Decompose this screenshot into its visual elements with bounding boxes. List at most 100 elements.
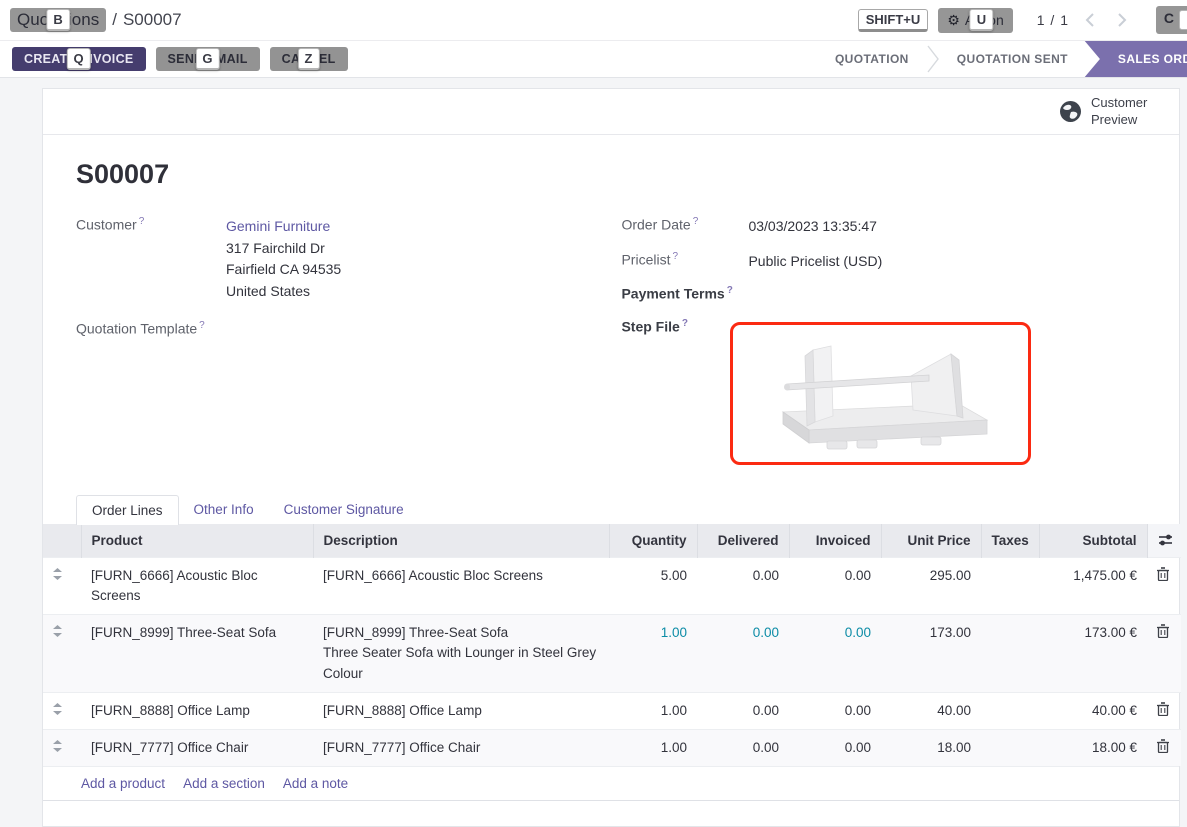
customer-preview-button[interactable]: Customer Preview [1059,95,1157,129]
drag-handle-icon [53,740,62,753]
quantity-cell[interactable]: 5.00 [660,567,687,583]
order-line-row[interactable]: [FURN_7777] Office Chair [FURN_7777] Off… [43,729,1181,767]
taxes-cell[interactable] [981,615,1039,693]
quantity-cell[interactable]: 1.00 [660,625,687,641]
invoiced-cell[interactable]: 0.00 [844,740,871,756]
invoiced-column-header[interactable]: Invoiced [788,523,881,558]
invoiced-cell[interactable]: 0.00 [844,702,871,718]
taxes-cell[interactable] [981,557,1039,615]
order-date-field-label: Order Date? [621,216,699,233]
status-step-quotation[interactable]: QUOTATION [818,41,925,77]
description-cell[interactable]: [FURN_7777] Office Chair [323,740,481,756]
help-icon[interactable]: ? [138,216,145,227]
breadcrumb-separator: / [112,10,117,29]
status-step-sales-order[interactable]: SALES ORDER [1083,41,1187,77]
clipped-hint-element[interactable]: C [1155,6,1187,34]
pager-next-button[interactable] [1111,9,1133,31]
payment-terms-field-label: Payment Terms? [621,285,733,303]
delete-line-button[interactable] [1147,692,1181,729]
sale-order-form-card: Customer Preview S00007 Customer? Gemini… [42,88,1181,827]
delete-line-button[interactable] [1147,615,1181,693]
invoiced-cell[interactable]: 0.00 [844,567,871,583]
drag-handle[interactable] [43,615,81,693]
tab-order-lines[interactable]: Order Lines [76,494,179,525]
drag-handle[interactable] [43,692,81,729]
product-cell[interactable]: [FURN_6666] Acoustic Bloc Screens [91,567,258,603]
product-cell[interactable]: [FURN_8999] Three-Seat Sofa [91,625,277,641]
delivered-cell[interactable]: 0.00 [752,625,779,641]
description-cell[interactable]: [FURN_6666] Acoustic Bloc Screens [323,567,543,583]
customer-address-line1: 317 Fairchild Dr [226,239,325,256]
help-icon[interactable]: ? [692,216,699,227]
add-a-section-link[interactable]: Add a section [183,776,265,792]
help-icon[interactable]: ? [726,285,733,297]
product-column-header[interactable]: Product [80,523,313,558]
pricelist-field-label: Pricelist? [621,250,679,268]
statusbar: QUOTATION QUOTATION SENT SALES ORDER [818,41,1187,77]
help-icon[interactable]: ? [199,319,205,331]
subtotal-cell: 1,475.00 € [1073,567,1137,583]
add-a-product-link[interactable]: Add a product [81,776,166,792]
order-lines-table: Product Description Quantity Delivered I… [43,523,1181,767]
subtotal-column-header[interactable]: Subtotal [1038,523,1147,558]
unit-price-cell[interactable]: 295.00 [929,567,971,583]
order-line-row[interactable]: [FURN_8999] Three-Seat Sofa [FURN_8999] … [43,614,1181,693]
action-menu-button[interactable]: ⚙ Action U [938,7,1013,33]
keyboard-hint-badge: Z [297,48,320,70]
unit-price-cell[interactable]: 40.00 [937,702,971,718]
unit-price-cell[interactable]: 173.00 [929,625,971,641]
unit-price-column-header[interactable]: Unit Price [880,523,981,558]
taxes-column-header[interactable]: Taxes [980,523,1039,558]
product-cell[interactable]: [FURN_8888] Office Lamp [91,702,250,718]
cancel-button[interactable]: CANCEL Z [269,47,348,71]
add-a-note-link[interactable]: Add a note [282,776,349,792]
taxes-cell[interactable] [981,730,1039,767]
customer-address-line2: Fairfield CA 94535 [226,261,342,278]
delete-line-button[interactable] [1147,730,1181,767]
delivered-cell[interactable]: 0.00 [752,567,779,583]
optional-columns-header[interactable] [1146,523,1181,558]
delivered-cell[interactable]: 0.00 [752,740,779,756]
description-cell[interactable]: [FURN_8888] Office Lamp [323,702,482,718]
send-email-button[interactable]: SEND EMAIL G [155,47,260,71]
keyboard-hint-badge: G [195,48,220,70]
keyboard-hint-badge [1179,10,1187,30]
step-file-preview-box[interactable] [730,321,1032,465]
delivered-cell[interactable]: 0.00 [752,702,779,718]
record-action-buttons: CREATE INVOICE Q SEND EMAIL G CANCEL Z [12,47,348,71]
order-line-row[interactable]: [FURN_6666] Acoustic Bloc Screens [FURN_… [43,557,1181,615]
topbar-right-cluster: SHIFT+U ⚙ Action U 1 / 1 [857,7,1133,33]
taxes-cell[interactable] [981,692,1039,729]
unit-price-cell[interactable]: 18.00 [937,740,971,756]
description-column-header[interactable]: Description [312,523,609,558]
product-cell[interactable]: [FURN_7777] Office Chair [91,740,249,756]
create-invoice-button[interactable]: CREATE INVOICE Q [12,47,146,71]
step-file-field-label: Step File? [621,318,688,335]
tab-customer-signature[interactable]: Customer Signature [283,501,404,517]
customer-preview-label: Customer Preview [1091,94,1148,127]
quantity-cell[interactable]: 1.00 [660,702,687,718]
help-icon[interactable]: ? [681,318,688,330]
tab-other-info[interactable]: Other Info [193,501,254,517]
help-icon[interactable]: ? [672,250,679,262]
adjust-columns-icon [1158,534,1172,546]
customer-link[interactable]: Gemini Furniture [226,218,331,234]
pricelist-field-value[interactable]: Public Pricelist (USD) [748,252,883,269]
delivered-column-header[interactable]: Delivered [696,523,789,558]
delete-line-button[interactable] [1147,557,1181,615]
quantity-column-header[interactable]: Quantity [608,523,697,558]
status-step-quotation-sent[interactable]: QUOTATION SENT [940,41,1084,77]
order-line-row[interactable]: [FURN_8888] Office Lamp [FURN_8888] Offi… [43,692,1181,729]
description-cell[interactable]: [FURN_8999] Three-Seat Sofa Three Seater … [323,625,597,681]
pager-previous-button[interactable] [1079,9,1101,31]
action-button-bar: CREATE INVOICE Q SEND EMAIL G CANCEL Z Q… [0,40,1187,78]
breadcrumb: Quotations B / S00007 [10,8,182,32]
invoiced-cell[interactable]: 0.00 [844,625,871,641]
keyboard-hint-badge: Q [66,48,91,70]
quantity-cell[interactable]: 1.00 [660,740,687,756]
order-date-field-value[interactable]: 03/03/2023 13:35:47 [748,218,877,234]
drag-handle[interactable] [43,730,81,767]
drag-handle[interactable] [43,557,81,615]
breadcrumb-quotations[interactable]: Quotations B [10,8,107,32]
customer-field-value: Gemini Furniture 317 Fairchild Dr Fairfi… [226,216,341,303]
